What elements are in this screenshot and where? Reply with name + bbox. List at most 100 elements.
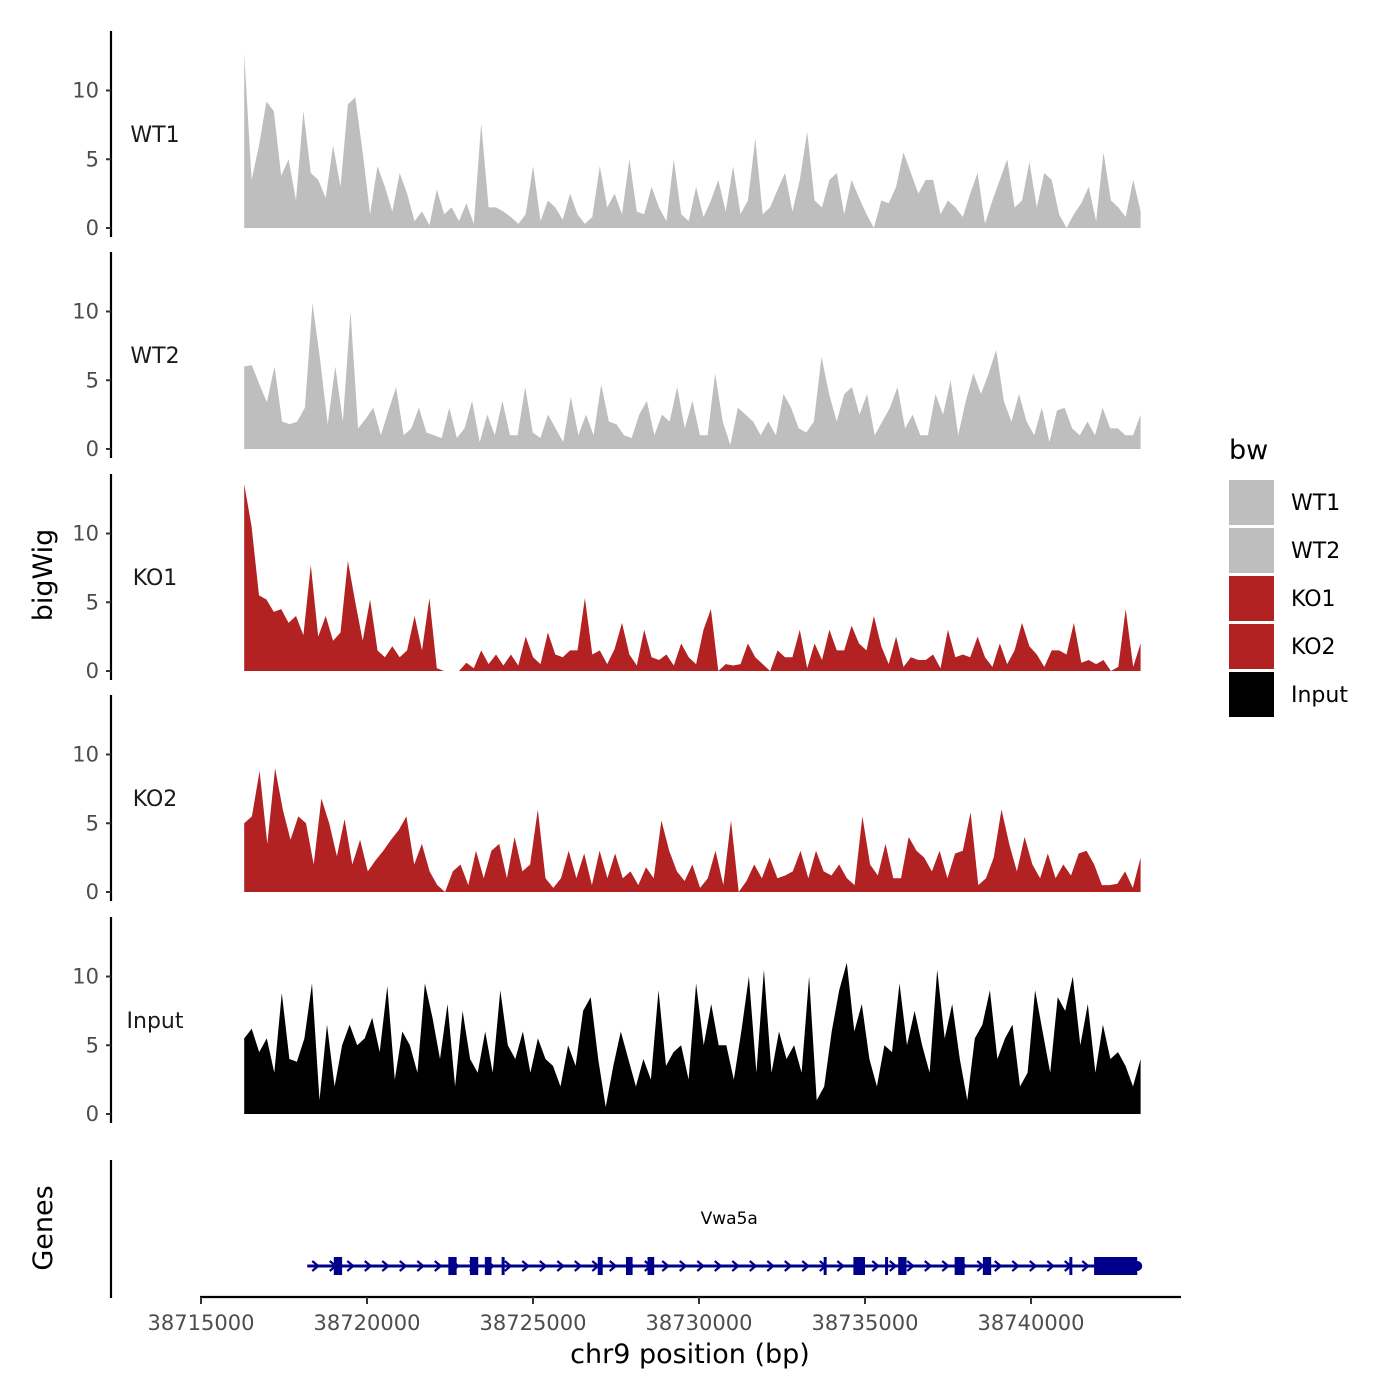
strand-arrow — [836, 1260, 845, 1272]
legend-swatch — [1229, 672, 1274, 717]
legend-label: WT2 — [1291, 539, 1340, 564]
exon-block — [954, 1257, 965, 1275]
legend-label: KO1 — [1291, 587, 1336, 612]
y-tick-label: 0 — [86, 216, 99, 240]
x-tick-label: 38720000 — [314, 1311, 421, 1335]
legend: bw WT1 WT2 KO1 KO2 Input — [1229, 435, 1348, 717]
track-ko2: 0 5 10 KO2 — [72, 695, 1141, 904]
strand-arrow — [661, 1260, 670, 1272]
strand-arrow — [399, 1260, 408, 1272]
y-tick-label: 5 — [86, 1033, 99, 1057]
exon-block — [853, 1257, 865, 1275]
legend-swatch — [1229, 576, 1274, 621]
y-tick-label: 10 — [72, 522, 99, 546]
strand-arrow — [994, 1260, 1003, 1272]
strand-arrow — [801, 1260, 810, 1272]
strand-arrow — [766, 1260, 775, 1272]
strand-arrow — [434, 1260, 443, 1272]
y-tick-label: 10 — [72, 79, 99, 103]
exon-block — [898, 1257, 907, 1275]
strand-arrow — [609, 1260, 618, 1272]
strand-arrow — [871, 1260, 880, 1272]
y-tick-label: 5 — [86, 590, 99, 614]
strand-arrow — [504, 1260, 513, 1272]
y-tick-label: 0 — [86, 880, 99, 904]
legend-items: WT1 WT2 KO1 KO2 Input — [1229, 480, 1348, 717]
strand-arrow — [889, 1260, 898, 1272]
track-area-ko1 — [244, 484, 1141, 671]
legend-label: KO2 — [1291, 635, 1336, 660]
exon-block — [484, 1257, 492, 1275]
x-tick-label: 38725000 — [480, 1311, 587, 1335]
strand-arrow — [924, 1260, 933, 1272]
x-tick-label: 38735000 — [812, 1311, 919, 1335]
strand-arrow — [714, 1260, 723, 1272]
y-tick-label: 10 — [72, 743, 99, 767]
legend-item-wt1: WT1 — [1229, 480, 1340, 525]
strand-arrow — [521, 1260, 530, 1272]
exon-block — [333, 1257, 343, 1275]
x-tick-label: 38740000 — [978, 1311, 1085, 1335]
strand-arrow — [941, 1260, 950, 1272]
legend-swatch — [1229, 624, 1274, 669]
exon-block — [625, 1257, 633, 1275]
strand-arrow — [311, 1260, 320, 1272]
legend-item-ko2: KO2 — [1229, 624, 1336, 669]
y-tick-label: 10 — [72, 965, 99, 989]
y-tick-label: 0 — [86, 659, 99, 683]
x-axis: 38715000 38720000 38725000 38730000 38735000… — [148, 1295, 1181, 1335]
y-axis-title: bigWig — [28, 529, 59, 622]
strand-arrow — [381, 1260, 390, 1272]
legend-title: bw — [1229, 435, 1268, 466]
track-label-ko1: KO1 — [133, 566, 178, 591]
y-tick-label: 0 — [86, 437, 99, 461]
legend-label: WT1 — [1291, 491, 1340, 516]
track-wt1: 0 5 10 WT1 — [72, 31, 1141, 240]
strand-arrow — [556, 1260, 565, 1272]
y-tick-label: 5 — [86, 147, 99, 171]
exon-block — [1094, 1257, 1138, 1275]
x-tick-label: 38715000 — [148, 1311, 255, 1335]
legend-item-wt2: WT2 — [1229, 528, 1340, 573]
track-label-input: Input — [127, 1009, 184, 1034]
y-tick-label: 10 — [72, 300, 99, 324]
x-axis-title: chr9 position (bp) — [570, 1339, 810, 1370]
strand-arrow — [364, 1260, 373, 1272]
strand-arrow — [539, 1260, 548, 1272]
genes-axis-title: Genes — [28, 1185, 59, 1270]
track-input: 0 5 10 Input — [72, 917, 1141, 1126]
track-area-input — [244, 962, 1141, 1114]
gene-name-label: Vwa5a — [701, 1209, 758, 1229]
track-wt2: 0 5 10 WT2 — [72, 252, 1141, 461]
legend-item-input: Input — [1229, 672, 1348, 717]
track-ko1: 0 5 10 KO1 — [72, 474, 1141, 683]
gene-track: Vwa5a — [109, 1160, 1143, 1298]
track-area-ko2 — [244, 768, 1141, 892]
track-area-wt2 — [244, 303, 1141, 449]
y-tick-label: 0 — [86, 1102, 99, 1126]
gene-end-marker — [1132, 1261, 1143, 1271]
exon-block — [469, 1257, 479, 1275]
strand-arrow — [749, 1260, 758, 1272]
legend-swatch — [1229, 480, 1274, 525]
strand-arrow — [416, 1260, 425, 1272]
y-tick-label: 5 — [86, 811, 99, 835]
exon-block — [597, 1257, 603, 1275]
legend-swatch — [1229, 528, 1274, 573]
strand-arrow — [679, 1260, 688, 1272]
track-area-wt1 — [244, 53, 1141, 229]
strand-arrow — [1011, 1260, 1020, 1272]
exon-block — [982, 1257, 992, 1275]
exon-block — [647, 1257, 655, 1275]
exon-block — [448, 1257, 457, 1275]
track-label-wt2: WT2 — [130, 344, 179, 369]
y-tick-label: 5 — [86, 368, 99, 392]
strand-arrow — [1081, 1260, 1090, 1272]
strand-arrow — [696, 1260, 705, 1272]
strand-arrow — [906, 1260, 915, 1272]
x-tick-label: 38730000 — [646, 1311, 753, 1335]
strand-arrow — [346, 1260, 355, 1272]
strand-arrow — [1029, 1260, 1038, 1272]
strand-arrow — [574, 1260, 583, 1272]
